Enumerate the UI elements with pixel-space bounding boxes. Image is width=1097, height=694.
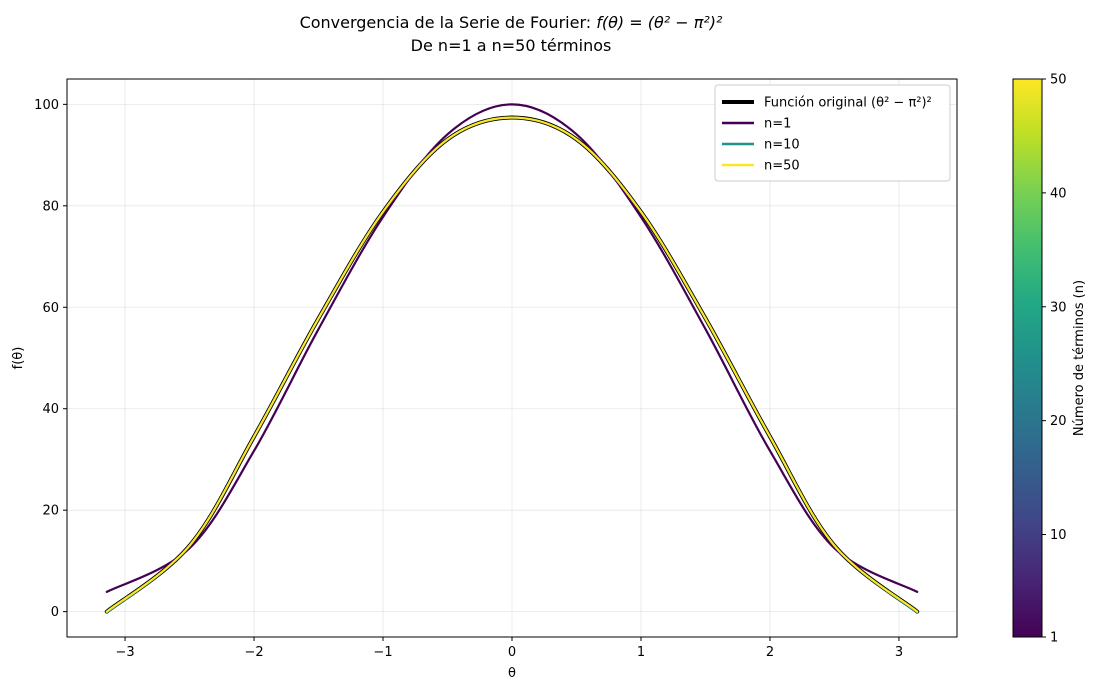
- colorbar: 1 10 20 30 40 50 Número de términos (n): [1012, 73, 1087, 646]
- y-axis-label: f(θ): [11, 347, 26, 370]
- colorbar-label: Número de términos (n): [1072, 280, 1087, 436]
- y-tick-label: 0: [51, 605, 59, 620]
- colorbar-gradient: [1012, 78, 1043, 638]
- colorbar-tick-label: 20: [1050, 414, 1067, 429]
- colorbar-tick-label: 50: [1050, 73, 1067, 88]
- y-tick-label: 60: [42, 301, 59, 316]
- legend-label: n=10: [764, 138, 800, 153]
- y-ticks: 0 20 40 60 80 100: [34, 98, 67, 620]
- y-tick-label: 40: [42, 402, 59, 417]
- x-tick-label: 1: [637, 645, 645, 660]
- chart-title: Convergencia de la Serie de Fourier: f(θ…: [300, 13, 723, 32]
- chart-title-formula: f(θ) = (θ² − π²)²: [596, 13, 723, 32]
- chart-title-prefix: Convergencia de la Serie de Fourier:: [300, 13, 597, 32]
- chart-subtitle: De n=1 a n=50 términos: [411, 36, 612, 55]
- y-tick-label: 100: [34, 98, 59, 113]
- colorbar-ticks: 1 10 20 30 40 50: [1042, 73, 1067, 646]
- series-layer: [104, 103, 920, 614]
- y-tick-label: 20: [42, 504, 59, 519]
- x-tick-label: 3: [895, 645, 903, 660]
- x-tick-label: −2: [244, 645, 263, 660]
- colorbar-tick-label: 10: [1050, 528, 1067, 543]
- legend-box: [714, 84, 951, 182]
- legend: Función original (θ² − π²)² n=1 n=10 n=50: [714, 84, 951, 182]
- x-ticks: −3 −2 −1 0 1 2 3: [115, 637, 903, 660]
- x-tick-label: −1: [373, 645, 392, 660]
- x-tick-label: 2: [766, 645, 774, 660]
- x-tick-label: 0: [508, 645, 516, 660]
- x-tick-label: −3: [115, 645, 134, 660]
- colorbar-tick-label: 40: [1050, 186, 1067, 201]
- colorbar-tick-label: 1: [1050, 631, 1058, 646]
- series-line-n-50: [105, 116, 919, 613]
- colorbar-tick-label: 30: [1050, 300, 1067, 315]
- legend-label: n=50: [764, 159, 800, 174]
- legend-label: n=1: [764, 117, 791, 132]
- legend-label: Función original (θ² − π²)²: [764, 96, 932, 111]
- x-axis-label: θ: [508, 666, 516, 681]
- y-tick-label: 80: [42, 199, 59, 214]
- series-line-n-1: [105, 103, 919, 593]
